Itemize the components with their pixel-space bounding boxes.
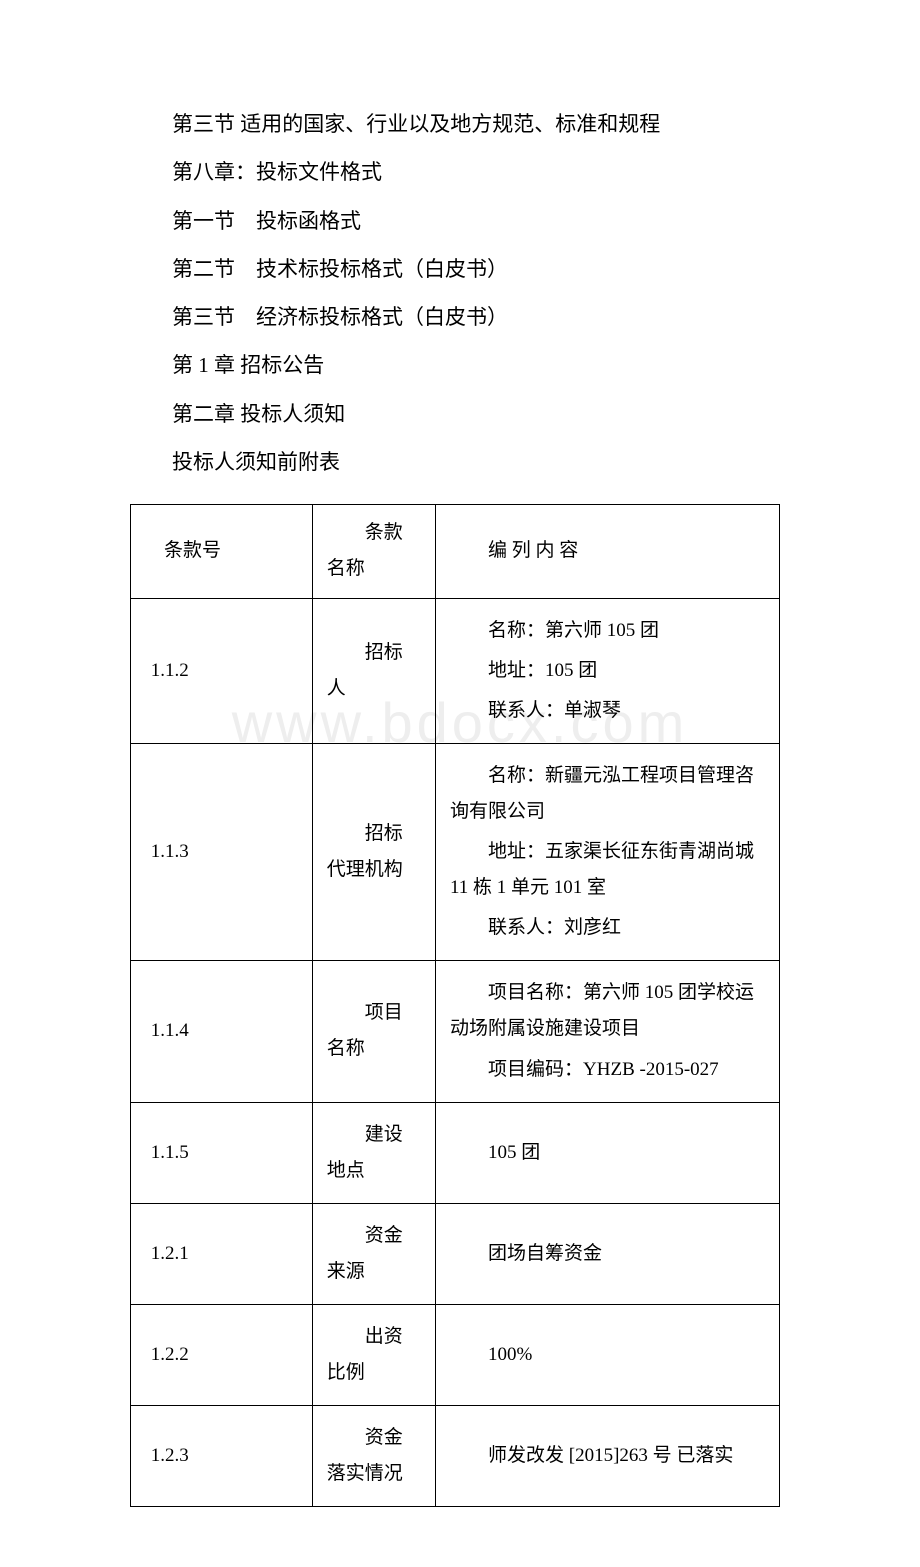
cell-content: 师发改发 [2015]263 号 已落实 — [436, 1406, 780, 1507]
toc-line-2: 第八章：投标文件格式 — [130, 148, 790, 196]
toc-line-8: 投标人须知前附表 — [130, 438, 790, 486]
toc-line-4: 第二节 技术标投标格式（白皮书） — [130, 245, 790, 293]
content-line: 师发改发 [2015]263 号 已落实 — [450, 1438, 769, 1474]
content-line: 团场自筹资金 — [450, 1236, 769, 1272]
cell-clause-name: 建设地点 — [312, 1102, 435, 1203]
header-col-num: 条款号 — [131, 505, 313, 598]
cell-content: 团场自筹资金 — [436, 1203, 780, 1304]
header-col-content: 编 列 内 容 — [436, 505, 780, 598]
toc-line-3: 第一节 投标函格式 — [130, 197, 790, 245]
toc-line-7: 第二章 投标人须知 — [130, 390, 790, 438]
cell-clause-name: 项目名称 — [312, 961, 435, 1102]
table-row: 1.2.1资金来源团场自筹资金 — [131, 1203, 780, 1304]
table-row: 1.1.3招标代理机构名称：新疆元泓工程项目管理咨询有限公司地址：五家渠长征东街… — [131, 743, 780, 960]
table-row: 1.1.4项目名称项目名称：第六师 105 团学校运动场附属设施建设项目项目编码… — [131, 961, 780, 1102]
table-row: 1.2.3资金落实情况师发改发 [2015]263 号 已落实 — [131, 1406, 780, 1507]
cell-content: 名称：新疆元泓工程项目管理咨询有限公司地址：五家渠长征东街青湖尚城 11 栋 1… — [436, 743, 780, 960]
cell-clause-num: 1.2.3 — [131, 1406, 313, 1507]
table-header-row: 条款号条款名称编 列 内 容 — [131, 505, 780, 598]
instructions-table: 条款号条款名称编 列 内 容1.1.2招标人名称：第六师 105 团地址：105… — [130, 504, 780, 1507]
toc-line-6: 第 1 章 招标公告 — [130, 341, 790, 389]
cell-clause-num: 1.2.2 — [131, 1304, 313, 1405]
cell-clause-num: 1.1.4 — [131, 961, 313, 1102]
table-row: 1.1.2招标人名称：第六师 105 团地址：105 团联系人：单淑琴 — [131, 598, 780, 743]
header-col-name: 条款名称 — [312, 505, 435, 598]
cell-clause-num: 1.1.3 — [131, 743, 313, 960]
cell-clause-num: 1.1.2 — [131, 598, 313, 743]
toc-line-1: 第三节 适用的国家、行业以及地方规范、标准和规程 — [130, 100, 790, 148]
cell-clause-num: 1.1.5 — [131, 1102, 313, 1203]
cell-clause-name: 资金落实情况 — [312, 1406, 435, 1507]
table-row: 1.1.5建设地点 105 团 — [131, 1102, 780, 1203]
content-line: 名称：第六师 105 团 — [450, 613, 769, 649]
content-line: 联系人：刘彦红 — [450, 910, 769, 946]
cell-content: 100% — [436, 1304, 780, 1405]
cell-content: 105 团 — [436, 1102, 780, 1203]
content-line: 项目名称：第六师 105 团学校运动场附属设施建设项目 — [450, 975, 769, 1047]
cell-content: 名称：第六师 105 团地址：105 团联系人：单淑琴 — [436, 598, 780, 743]
content-line: 联系人：单淑琴 — [450, 693, 769, 729]
content-line: 地址：105 团 — [450, 653, 769, 689]
cell-clause-name: 出资比例 — [312, 1304, 435, 1405]
cell-content: 项目名称：第六师 105 团学校运动场附属设施建设项目项目编码：YHZB -20… — [436, 961, 780, 1102]
content-line: 100% — [450, 1337, 769, 1373]
cell-clause-name: 资金来源 — [312, 1203, 435, 1304]
cell-clause-name: 招标人 — [312, 598, 435, 743]
cell-clause-num: 1.2.1 — [131, 1203, 313, 1304]
cell-clause-name: 招标代理机构 — [312, 743, 435, 960]
table-row: 1.2.2出资比例 100% — [131, 1304, 780, 1405]
content-line: 项目编码：YHZB -2015-027 — [450, 1052, 769, 1088]
content-line: 105 团 — [450, 1135, 769, 1171]
content-line: 名称：新疆元泓工程项目管理咨询有限公司 — [450, 758, 769, 830]
content-line: 地址：五家渠长征东街青湖尚城 11 栋 1 单元 101 室 — [450, 834, 769, 906]
toc-line-5: 第三节 经济标投标格式（白皮书） — [130, 293, 790, 341]
